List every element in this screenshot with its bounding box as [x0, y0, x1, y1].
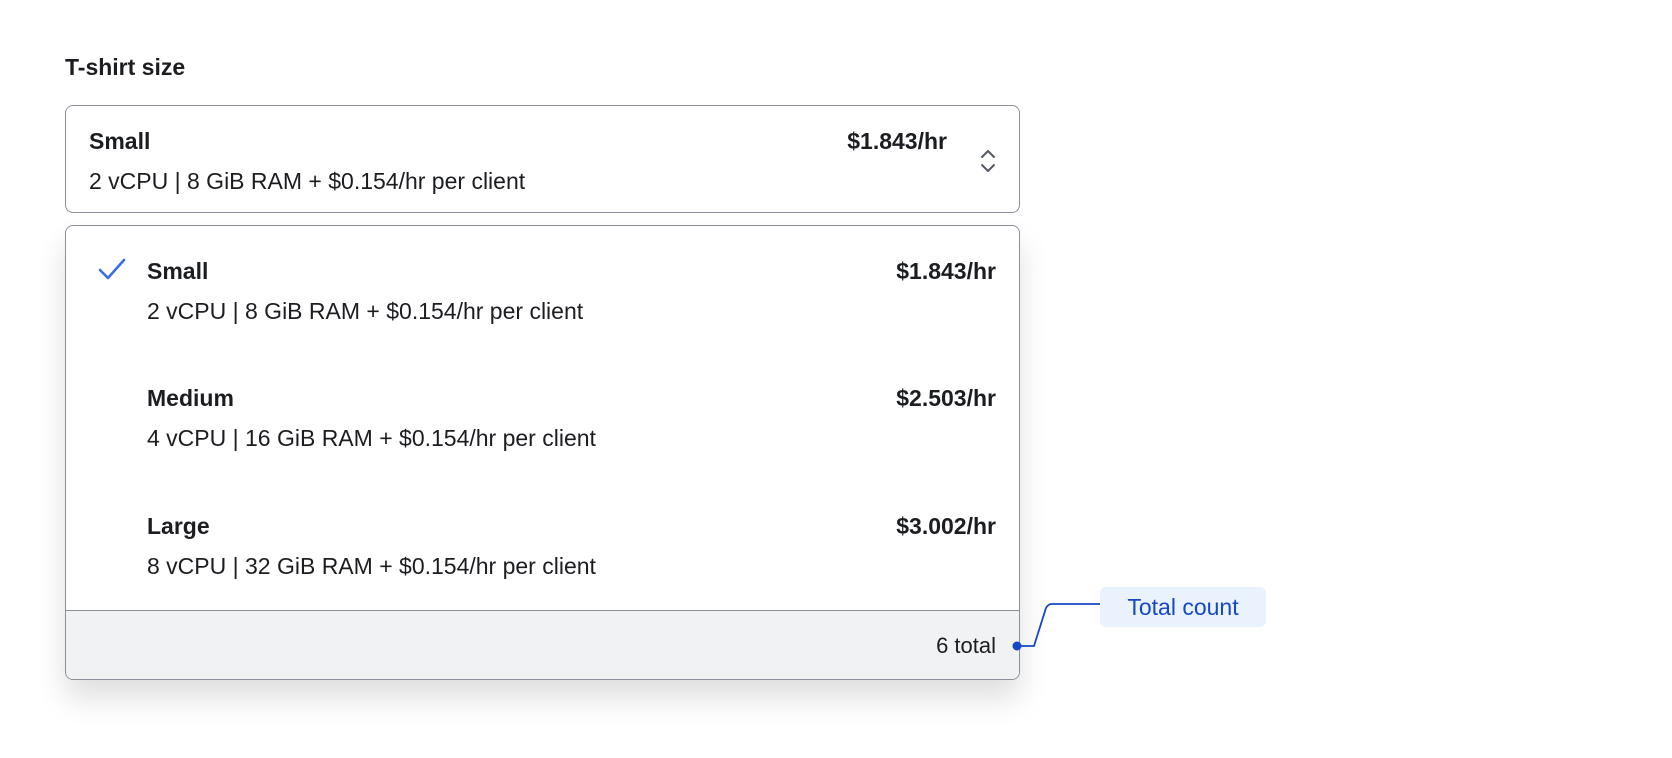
annotation-badge: Total count — [1100, 587, 1266, 627]
chevron-up-down-icon — [981, 150, 995, 172]
field-label: T-shirt size — [65, 54, 186, 80]
tshirt-size-select[interactable]: Small 2 vCPU | 8 GiB RAM + $0.154/hr per… — [65, 105, 1020, 213]
dropdown-footer: 6 total — [66, 610, 1019, 679]
annotation-connector — [1012, 603, 1102, 651]
option-description: 4 vCPU | 16 GiB RAM + $0.154/hr per clie… — [147, 425, 596, 451]
option-description: 2 vCPU | 8 GiB RAM + $0.154/hr per clien… — [147, 298, 584, 324]
option-large[interactable]: Large 8 vCPU | 32 GiB RAM + $0.154/hr pe… — [66, 481, 1019, 601]
option-name: Medium — [147, 385, 234, 411]
option-name: Large — [147, 513, 210, 539]
selected-name: Small — [89, 128, 151, 154]
selected-description: 2 vCPU | 8 GiB RAM + $0.154/hr per clien… — [89, 168, 526, 194]
dropdown-menu: Small 2 vCPU | 8 GiB RAM + $0.154/hr per… — [65, 225, 1020, 680]
option-price: $2.503/hr — [896, 385, 996, 411]
total-count: 6 total — [936, 633, 996, 658]
check-icon — [98, 258, 126, 280]
option-name: Small — [147, 258, 209, 284]
selected-price: $1.843/hr — [847, 128, 947, 154]
option-description: 8 vCPU | 32 GiB RAM + $0.154/hr per clie… — [147, 553, 596, 579]
option-small[interactable]: Small 2 vCPU | 8 GiB RAM + $0.154/hr per… — [66, 226, 1019, 346]
option-medium[interactable]: Medium 4 vCPU | 16 GiB RAM + $0.154/hr p… — [66, 353, 1019, 473]
option-price: $1.843/hr — [896, 258, 996, 284]
option-price: $3.002/hr — [896, 513, 996, 539]
